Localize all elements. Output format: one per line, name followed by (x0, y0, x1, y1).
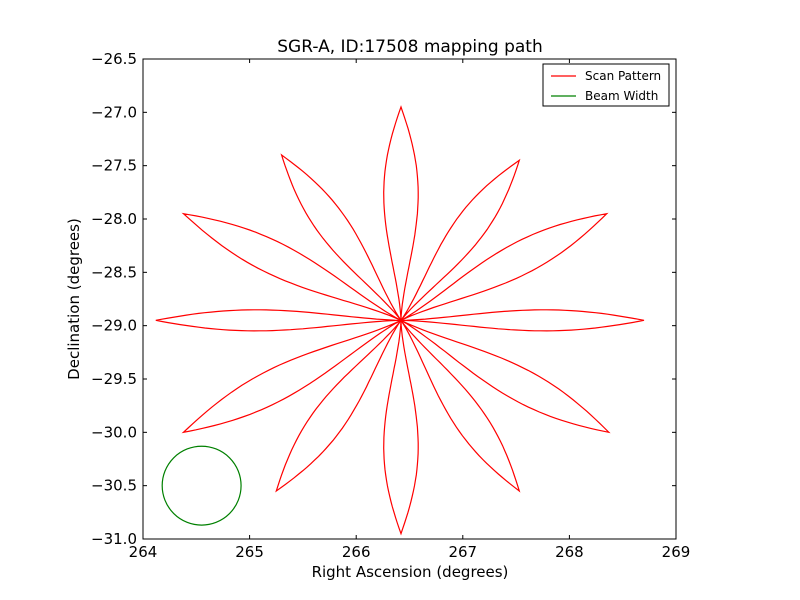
scan-petal-9 (181, 319, 402, 434)
y-tick-label: −27.0 (91, 103, 137, 121)
plot-area (142, 58, 677, 540)
y-tick-label: −29.0 (91, 317, 137, 335)
x-tick-label: 267 (448, 543, 477, 561)
y-tick-label: −29.5 (91, 370, 137, 388)
y-axis-label: Declination (degrees) (65, 218, 83, 380)
y-tick-label: −28.5 (91, 263, 137, 281)
scan-petal-1 (383, 105, 419, 321)
axis-ticks: 264 265 266 267 268 269 −26.5 −27.0 −27.5 −28.0 −2… (91, 50, 690, 561)
scan-petal-6 (400, 319, 521, 493)
beam-width-circle (161, 445, 242, 526)
scan-petal-8 (275, 319, 402, 493)
scan-petal-7 (383, 320, 419, 536)
scan-petal-5 (400, 319, 611, 434)
legend-label-scan-pattern: Scan Pattern (585, 69, 661, 83)
x-tick-label: 268 (555, 543, 584, 561)
x-tick-label: 264 (129, 543, 158, 561)
y-tick-label: −30.5 (91, 477, 137, 495)
x-axis-label: Right Ascension (degrees) (312, 563, 509, 581)
legend: Scan Pattern Beam Width (542, 63, 670, 107)
scan-petal-3 (400, 212, 609, 321)
scan-petal-11 (181, 212, 402, 321)
y-tick-label: −26.5 (91, 50, 137, 68)
y-tick-label: −27.5 (91, 157, 137, 175)
y-tick-label: −28.0 (91, 210, 137, 228)
y-tick-label: −31.0 (91, 530, 137, 548)
scan-petal-2 (400, 158, 521, 321)
y-tick-label: −30.0 (91, 423, 137, 441)
scan-petal-12 (280, 153, 402, 321)
x-tick-label: 266 (342, 543, 371, 561)
scan-petal-10 (155, 309, 402, 332)
chart-title: SGR-A, ID:17508 mapping path (277, 37, 543, 57)
legend-box (542, 63, 670, 107)
scan-petal-4 (400, 309, 645, 332)
plot-frame (142, 58, 677, 540)
legend-label-beam-width: Beam Width (585, 89, 658, 103)
x-tick-label: 269 (662, 543, 691, 561)
x-tick-label: 265 (235, 543, 264, 561)
